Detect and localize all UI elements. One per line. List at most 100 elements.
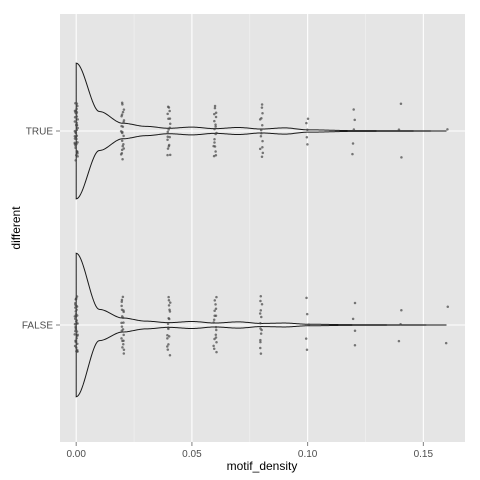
data-point: [306, 117, 310, 120]
data-point: [75, 330, 79, 333]
data-point: [304, 337, 308, 340]
data-point: [168, 109, 171, 113]
data-point: [74, 306, 77, 309]
data-point: [121, 158, 124, 161]
data-point: [260, 155, 264, 159]
data-point: [353, 344, 357, 347]
data-point: [213, 141, 216, 144]
data-point: [120, 329, 124, 332]
data-point: [120, 321, 123, 325]
data-point: [215, 295, 218, 299]
data-point: [167, 128, 170, 131]
data-point: [122, 147, 126, 150]
data-point: [306, 128, 309, 132]
data-point: [397, 128, 401, 131]
data-point: [167, 343, 170, 346]
data-point: [75, 295, 79, 298]
data-point: [261, 139, 264, 143]
data-point: [74, 320, 78, 323]
data-point: [167, 327, 170, 331]
data-point: [260, 328, 263, 332]
data-point: [121, 295, 125, 299]
data-point: [353, 329, 357, 332]
data-point: [168, 122, 172, 125]
data-point: [122, 342, 125, 346]
data-point: [259, 295, 263, 298]
data-point: [122, 321, 125, 324]
data-point: [260, 315, 263, 319]
data-point: [166, 112, 169, 116]
data-point: [212, 344, 215, 348]
data-point: [214, 303, 217, 306]
data-point: [214, 333, 218, 336]
data-point: [76, 104, 79, 108]
data-point: [351, 142, 355, 145]
data-point: [167, 144, 171, 148]
data-point: [168, 135, 171, 139]
data-point: [213, 138, 216, 141]
data-point: [259, 332, 263, 335]
data-point: [446, 305, 450, 308]
data-point: [400, 309, 403, 312]
data-point: [353, 301, 357, 305]
data-point: [212, 321, 215, 324]
data-point: [120, 337, 123, 340]
data-point: [212, 347, 216, 350]
data-point: [260, 103, 264, 106]
data-point: [259, 309, 263, 312]
data-point: [213, 104, 217, 108]
data-point: [166, 153, 169, 157]
data-point: [75, 107, 78, 111]
data-point: [121, 103, 124, 106]
data-point: [120, 325, 124, 328]
data-point: [75, 121, 78, 125]
data-point: [75, 350, 79, 353]
data-point: [74, 123, 78, 127]
data-point: [121, 144, 124, 148]
data-point: [120, 139, 124, 142]
data-point: [400, 156, 403, 159]
data-point: [259, 340, 262, 344]
data-point: [121, 346, 124, 349]
data-point: [73, 317, 77, 321]
y-axis-title: different: [9, 206, 23, 250]
data-point: [213, 337, 216, 341]
axes: 0.00 0.05 0.10 0.15 TRUE FALSE: [22, 127, 434, 461]
data-point: [75, 308, 78, 311]
data-point: [74, 327, 78, 331]
x-tick-label: 0.15: [414, 449, 434, 460]
data-point: [122, 352, 126, 355]
data-point: [122, 134, 125, 138]
data-point: [121, 125, 125, 129]
data-point: [119, 153, 123, 156]
data-point: [168, 310, 172, 313]
data-point: [120, 298, 124, 302]
data-point: [213, 106, 217, 110]
data-point: [73, 129, 77, 133]
data-point: [120, 300, 123, 304]
data-point: [73, 315, 77, 318]
data-point: [122, 108, 126, 111]
data-point: [213, 299, 217, 302]
violin-true: [75, 62, 447, 200]
data-point: [167, 335, 171, 338]
data-point: [167, 295, 170, 299]
data-point: [214, 325, 218, 329]
data-point: [73, 333, 76, 336]
data-point: [214, 125, 217, 128]
data-point: [121, 110, 125, 114]
data-point: [74, 154, 78, 157]
data-point: [399, 322, 402, 326]
y-tick-label: FALSE: [22, 321, 53, 332]
data-point: [73, 134, 77, 138]
data-point: [399, 102, 403, 105]
data-point: [305, 296, 308, 300]
data-point: [352, 128, 356, 131]
data-point: [214, 111, 218, 115]
data-point: [259, 352, 263, 355]
x-axis-title: motif_density: [227, 459, 298, 473]
data-point: [73, 322, 77, 326]
data-point: [261, 151, 265, 155]
data-point: [259, 299, 262, 303]
